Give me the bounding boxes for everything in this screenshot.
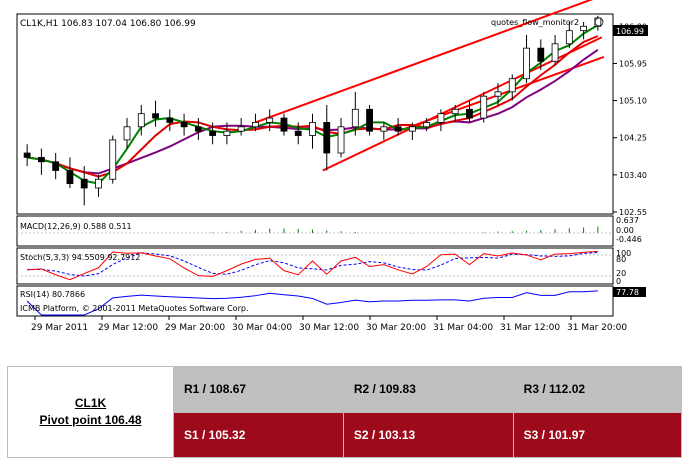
candle-body xyxy=(180,122,188,128)
candle-body xyxy=(237,126,245,132)
macd-panel xyxy=(16,215,614,247)
stoch-panel xyxy=(16,247,614,285)
candle-body xyxy=(109,139,117,180)
candle-body xyxy=(565,30,573,45)
macd-label: MACD(12,26,9) 0.588 0.511 xyxy=(20,222,132,231)
candle-body xyxy=(337,126,345,154)
candle-body xyxy=(466,108,473,119)
candle-body xyxy=(551,43,559,62)
macd-tick-zero: 0.00 xyxy=(616,226,634,235)
stoch-tick-100: 100 xyxy=(616,249,631,258)
y-tick-label: 103.40 xyxy=(619,171,647,180)
indicator-label: quotes_flow_monitor2 xyxy=(491,18,579,27)
candle-body xyxy=(38,156,45,163)
candle-body xyxy=(309,122,316,136)
stoch-signal-line xyxy=(27,251,598,277)
copyright-text: ICMB Platform, © 2001-2011 MetaQuotes So… xyxy=(20,304,249,313)
candle-body xyxy=(95,178,102,189)
candle-body xyxy=(451,108,459,115)
candle-body xyxy=(123,126,131,141)
candle-body xyxy=(66,170,74,184)
pivot-symbol-cell: CL1K Pivot point 106.48 xyxy=(7,366,174,458)
channel-upper-line xyxy=(255,0,594,124)
candle-body xyxy=(494,91,502,97)
rsi-panel xyxy=(16,285,614,317)
pivot-symbol: CL1K xyxy=(74,396,107,410)
stoch-tick-20: 20 xyxy=(616,269,626,278)
candle-body xyxy=(408,126,416,132)
symbol-header: CL1K,H1 106.83 107.04 106.80 106.99 xyxy=(20,19,196,29)
x-tick-label: 29 Mar 20:00 xyxy=(165,323,225,333)
x-tick-label: 31 Mar 04:00 xyxy=(433,323,493,333)
x-tick-label: 29 Mar 12:00 xyxy=(98,323,158,333)
resistance-2: R2 / 109.83 xyxy=(342,366,514,413)
support-1: S1 / 105.32 xyxy=(173,411,344,458)
y-tick-label: 105.95 xyxy=(619,59,647,68)
resistance-1: R1 / 108.67 xyxy=(173,366,344,413)
support-2: S2 / 103.13 xyxy=(342,411,514,458)
y-tick-label: 106.80 xyxy=(619,22,647,31)
x-tick-label: 29 Mar 2011 xyxy=(31,323,88,333)
candle-body xyxy=(523,47,530,80)
candle-body xyxy=(323,122,331,154)
candle-body xyxy=(166,117,174,123)
x-tick-label: 30 Mar 04:00 xyxy=(232,323,292,333)
pivot-table: CL1K Pivot point 106.48 R1 / 108.67 R2 /… xyxy=(7,366,683,458)
x-tick-label: 31 Mar 20:00 xyxy=(567,323,627,333)
x-tick-label: 31 Mar 12:00 xyxy=(500,323,560,333)
candle-body xyxy=(252,122,259,128)
candle-body xyxy=(152,113,159,119)
candle-body xyxy=(437,113,445,123)
rsi-line xyxy=(26,290,598,316)
candle-body xyxy=(508,78,516,93)
current-price-box xyxy=(613,25,648,36)
candle-body xyxy=(394,126,402,132)
close-indicator-icon[interactable] xyxy=(594,17,604,27)
candle-body xyxy=(423,122,431,128)
y-tick-label: 102.55 xyxy=(619,208,647,217)
current-price-label: 106.99 xyxy=(616,27,644,36)
stoch-label: Stoch(5,3,3) 94.5509 92.7912 xyxy=(20,253,140,262)
rsi-label: RSI(14) 80.7866 xyxy=(20,290,85,299)
stoch-tick-80: 80 xyxy=(616,255,626,264)
macd-tick-bottom: -0.446 xyxy=(616,235,642,244)
price-chart: CL1K,H1 106.83 107.04 106.80 106.99 quot… xyxy=(16,0,648,333)
candle-body xyxy=(266,117,274,123)
y-tick-label: 105.10 xyxy=(619,97,647,106)
candle-body xyxy=(194,126,202,132)
candle-body xyxy=(223,130,231,136)
support-3: S3 / 101.97 xyxy=(512,411,683,458)
resistance-3: R3 / 112.02 xyxy=(512,366,683,413)
candle-body xyxy=(580,25,587,32)
candle-body xyxy=(52,161,60,171)
rsi-value-label: 77.78 xyxy=(616,288,639,297)
candle-body xyxy=(480,95,488,119)
pivot-point-label: Pivot point 106.48 xyxy=(39,413,142,427)
stoch-main-line xyxy=(27,250,598,281)
candle-body xyxy=(137,113,145,128)
candle-body xyxy=(351,108,359,128)
candle-body xyxy=(294,130,302,136)
candle-body xyxy=(23,152,31,158)
y-tick-label: 104.25 xyxy=(619,134,647,143)
candle-body xyxy=(366,108,373,132)
x-tick-label: 30 Mar 20:00 xyxy=(366,323,426,333)
candle-body xyxy=(209,130,217,136)
x-tick-label: 30 Mar 12:00 xyxy=(299,323,359,333)
candle-body xyxy=(380,126,388,132)
candle-body xyxy=(280,117,288,132)
candle-body xyxy=(537,47,545,62)
macd-tick-top: 0.637 xyxy=(616,216,639,225)
candle-body xyxy=(80,178,88,189)
stoch-tick-0: 0 xyxy=(616,277,621,286)
main-chart-frame xyxy=(16,13,614,215)
